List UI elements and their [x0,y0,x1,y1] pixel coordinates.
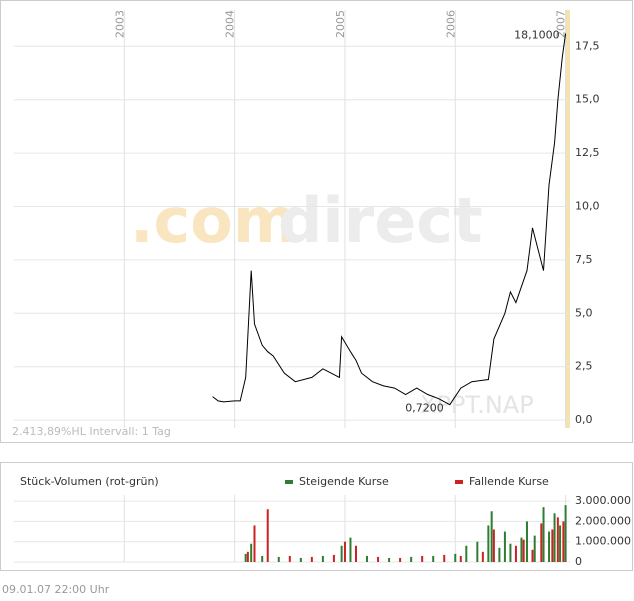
volume-bar [487,525,490,562]
volume-bar [562,521,565,562]
volume-bar [253,525,256,562]
x-tick-label: 2005 [334,10,347,38]
volume-bar [503,531,506,562]
x-tick-label: 2007 [555,10,568,38]
volume-bar [246,551,249,562]
volume-bar [250,543,253,562]
volume-bar [277,556,280,562]
volume-bar [548,531,551,562]
volume-bar [349,537,352,562]
volume-bar [553,513,556,562]
volume-bar [266,509,269,562]
volume-bar [559,525,562,562]
low-label: 0,7200 [405,402,444,415]
y-tick-label: 12,5 [575,146,600,159]
volume-bar [288,555,291,562]
watermark: XPPT.NAP [420,391,534,419]
volume-bar [564,505,567,562]
legend-label: Fallende Kurse [469,475,549,488]
legend-swatch [285,480,293,484]
volume-bar [520,537,523,562]
volume-bar [514,545,517,562]
logo: direct [278,184,483,257]
volume-bar [465,545,468,562]
volume-bar [443,554,446,562]
y-tick-label: 0,0 [575,413,593,426]
y-tick-label: 7,5 [575,253,593,266]
volume-bar [388,557,391,562]
volume-bar [332,554,335,562]
volume-bar [321,555,324,562]
volume-bar [492,529,495,562]
y-tick-label: 10,0 [575,200,600,213]
volume-bar [366,555,369,562]
logo: .com [130,184,298,257]
volume-bar [343,541,346,562]
volume-bar [454,553,457,562]
volume-bar [531,549,534,562]
volume-bar [490,511,493,562]
y-tick-label: 2,5 [575,360,593,373]
volume-bar [310,556,313,562]
volume-bar [525,521,528,562]
x-tick-label: 2003 [113,10,126,38]
y-tick-label: 0 [575,555,582,568]
y-tick-label: 17,5 [575,39,600,52]
volume-bar [340,545,343,562]
volume-bar [476,541,479,562]
footer: 09.01.07 22:00 Uhr [2,583,110,596]
info: 2.413,89%HL Intervall: 1 Tag [12,425,171,438]
volume-bar [551,529,554,562]
volume-bar [399,557,402,562]
y-tick-label: 2.000.000 [575,514,631,527]
price-frame [0,0,633,443]
volume-bar [509,543,512,562]
highlight-strip [565,10,570,428]
volume-bar [377,556,380,562]
y-tick-label: 15,0 [575,93,600,106]
volume-title: Stück-Volumen (rot-grün) [20,475,159,488]
volume-bar [533,535,536,562]
x-tick-label: 2006 [444,10,457,38]
price-line [212,33,567,406]
x-tick-label: 2004 [224,10,237,38]
volume-bar [540,523,543,562]
volume-bar [481,551,484,562]
y-tick-label: 1.000.000 [575,535,631,548]
volume-bar [244,553,247,562]
volume-bar [432,555,435,562]
volume-bar [522,539,525,562]
volume-bar [459,555,462,562]
volume-bar [354,545,357,562]
volume-bar [410,556,413,562]
volume-bar [299,557,302,562]
volume-bar [498,547,501,562]
volume-bar [261,555,264,562]
y-tick-label: 3.000.000 [575,494,631,507]
high-label: 18,1000 [514,28,560,41]
volume-bar [542,507,545,562]
y-tick-label: 5,0 [575,306,593,319]
legend-label: Steigende Kurse [299,475,389,488]
volume-bar [556,517,559,562]
legend-swatch [455,480,463,484]
volume-bar [421,555,424,562]
